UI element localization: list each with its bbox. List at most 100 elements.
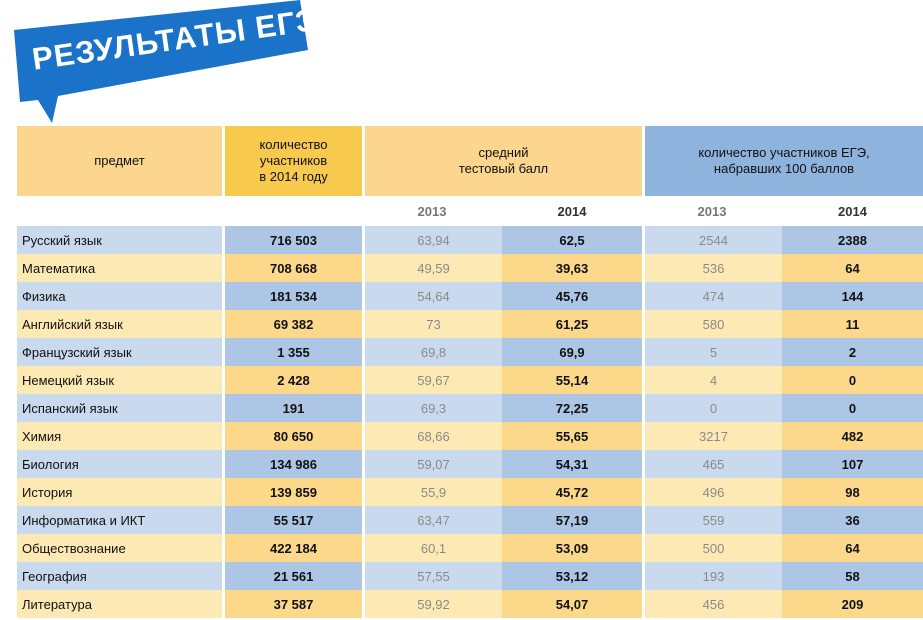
avg-2013-cell: 55,9 (362, 478, 502, 506)
avg-2014-cell: 54,07 (502, 590, 642, 618)
hundred-2014-cell: 2 (782, 338, 923, 366)
participants-cell: 139 859 (222, 478, 362, 506)
hundred-2014-cell: 2388 (782, 226, 923, 254)
avg-2013-cell: 63,94 (362, 226, 502, 254)
header-subject: предмет (17, 126, 222, 196)
avg-2013-cell: 49,59 (362, 254, 502, 282)
avg-2014-cell: 55,65 (502, 422, 642, 450)
table-row: Обществознание 422 184 60,1 53,09 500 64 (17, 534, 923, 562)
table-row: Русский язык 716 503 63,94 62,5 2544 2388 (17, 226, 923, 254)
subject-cell: Литература (17, 590, 222, 618)
hundred-2014-cell: 64 (782, 254, 923, 282)
header-hundred-points: количество участников ЕГЭ, набравших 100… (642, 126, 923, 196)
participants-cell: 37 587 (222, 590, 362, 618)
avg-2014-cell: 55,14 (502, 366, 642, 394)
hundred-2014-cell: 11 (782, 310, 923, 338)
subject-cell: География (17, 562, 222, 590)
hundred-2013-cell: 580 (642, 310, 782, 338)
year-avg-2014: 2014 (557, 203, 587, 219)
participants-cell: 21 561 (222, 562, 362, 590)
hundred-2013-cell: 5 (642, 338, 782, 366)
hundred-2013-cell: 193 (642, 562, 782, 590)
avg-2014-cell: 61,25 (502, 310, 642, 338)
avg-2013-cell: 59,07 (362, 450, 502, 478)
year-empty (222, 196, 362, 226)
table-row: Физика 181 534 54,64 45,76 474 144 (17, 282, 923, 310)
hundred-2013-cell: 500 (642, 534, 782, 562)
avg-2014-cell: 53,12 (502, 562, 642, 590)
table-row: Испанский язык 191 69,3 72,25 0 0 (17, 394, 923, 422)
participants-cell: 181 534 (222, 282, 362, 310)
table-row: Математика 708 668 49,59 39,63 536 64 (17, 254, 923, 282)
subject-cell: Английский язык (17, 310, 222, 338)
table-row: Информатика и ИКТ 55 517 63,47 57,19 559 36 (17, 506, 923, 534)
avg-2013-cell: 69,3 (362, 394, 502, 422)
table-row: Английский язык 69 382 73 61,25 580 11 (17, 310, 923, 338)
avg-2013-cell: 59,92 (362, 590, 502, 618)
hundred-2014-cell: 58 (782, 562, 923, 590)
hundred-2013-cell: 496 (642, 478, 782, 506)
participants-cell: 716 503 (222, 226, 362, 254)
hundred-2013-cell: 0 (642, 394, 782, 422)
avg-2013-cell: 69,8 (362, 338, 502, 366)
hundred-2014-cell: 0 (782, 366, 923, 394)
header-participants: количество участников в 2014 году (222, 126, 362, 196)
table-row: Немецкий язык 2 428 59,67 55,14 4 0 (17, 366, 923, 394)
participants-cell: 708 668 (222, 254, 362, 282)
avg-2014-cell: 72,25 (502, 394, 642, 422)
subject-cell: Русский язык (17, 226, 222, 254)
avg-2013-cell: 60,1 (362, 534, 502, 562)
subject-cell: Французский язык (17, 338, 222, 366)
subject-cell: Информатика и ИКТ (17, 506, 222, 534)
hundred-2013-cell: 3217 (642, 422, 782, 450)
subject-cell: Обществознание (17, 534, 222, 562)
hundred-2013-cell: 4 (642, 366, 782, 394)
banner-shape (14, 0, 308, 123)
participants-cell: 1 355 (222, 338, 362, 366)
hundred-2014-cell: 482 (782, 422, 923, 450)
table-row: Литература 37 587 59,92 54,07 456 209 (17, 590, 923, 618)
hundred-2014-cell: 98 (782, 478, 923, 506)
hundred-2014-cell: 36 (782, 506, 923, 534)
avg-2014-cell: 45,72 (502, 478, 642, 506)
hundred-2014-cell: 107 (782, 450, 923, 478)
hundred-2013-cell: 2544 (642, 226, 782, 254)
avg-2013-cell: 73 (362, 310, 502, 338)
table-row: Химия 80 650 68,66 55,65 3217 482 (17, 422, 923, 450)
hundred-2013-cell: 456 (642, 590, 782, 618)
results-table: предмет количество участников в 2014 год… (17, 126, 923, 618)
hundred-2013-cell: 559 (642, 506, 782, 534)
header-row: предмет количество участников в 2014 год… (17, 126, 923, 196)
year-empty (17, 196, 222, 226)
avg-2014-cell: 57,19 (502, 506, 642, 534)
hundred-2014-cell: 144 (782, 282, 923, 310)
participants-cell: 2 428 (222, 366, 362, 394)
participants-cell: 55 517 (222, 506, 362, 534)
avg-2013-cell: 57,55 (362, 562, 502, 590)
hundred-2013-cell: 474 (642, 282, 782, 310)
avg-2014-cell: 54,31 (502, 450, 642, 478)
year-row: 2013 2014 2013 2014 (17, 196, 923, 226)
avg-2014-cell: 69,9 (502, 338, 642, 366)
hundred-2014-cell: 0 (782, 394, 923, 422)
avg-2014-cell: 62,5 (502, 226, 642, 254)
participants-cell: 80 650 (222, 422, 362, 450)
table-row: География 21 561 57,55 53,12 193 58 (17, 562, 923, 590)
header-avg-score: средний тестовый балл (362, 126, 642, 196)
avg-2014-cell: 53,09 (502, 534, 642, 562)
avg-2013-cell: 68,66 (362, 422, 502, 450)
subject-cell: Физика (17, 282, 222, 310)
hundred-2013-cell: 536 (642, 254, 782, 282)
table-row: История 139 859 55,9 45,72 496 98 (17, 478, 923, 506)
title-banner: РЕЗУЛЬТАТЫ ЕГЭ (0, 0, 321, 135)
hundred-2014-cell: 64 (782, 534, 923, 562)
table-row: Французский язык 1 355 69,8 69,9 5 2 (17, 338, 923, 366)
avg-2014-cell: 45,76 (502, 282, 642, 310)
avg-2014-cell: 39,63 (502, 254, 642, 282)
hundred-2014-cell: 209 (782, 590, 923, 618)
avg-2013-cell: 63,47 (362, 506, 502, 534)
table-row: Биология 134 986 59,07 54,31 465 107 (17, 450, 923, 478)
subject-cell: Испанский язык (17, 394, 222, 422)
participants-cell: 69 382 (222, 310, 362, 338)
participants-cell: 191 (222, 394, 362, 422)
